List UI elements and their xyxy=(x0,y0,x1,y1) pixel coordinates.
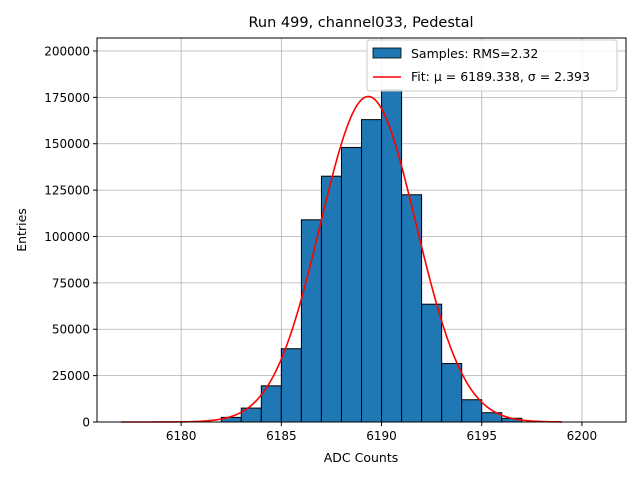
x-tick-label: 6190 xyxy=(366,429,397,443)
histogram-bar xyxy=(421,303,443,423)
y-axis-ticks: 0 25000 50000 75000 100000 125000 150000 175000… xyxy=(44,44,97,430)
plot-area: 6180 6185 6190 6195 6200 0 25000 50000 75000 100… xyxy=(44,37,627,443)
histogram-bar xyxy=(320,175,342,423)
y-tick-label: 75000 xyxy=(52,276,90,290)
histogram-bar xyxy=(361,119,383,423)
x-axis-label: ADC Counts xyxy=(324,450,399,465)
histogram-bar xyxy=(461,399,483,423)
x-tick-label: 6195 xyxy=(466,429,497,443)
y-tick-label: 150000 xyxy=(44,137,90,151)
histogram-bar xyxy=(381,89,403,423)
legend-histogram-swatch xyxy=(372,47,402,59)
chart-title: Run 499, channel033, Pedestal xyxy=(248,15,473,31)
histogram-bar xyxy=(340,146,363,423)
histogram-bar xyxy=(300,219,322,423)
legend-fit-label: Fit: μ = 6189.338, σ = 2.393 xyxy=(411,69,590,84)
axes-frame xyxy=(96,37,627,423)
x-tick-label: 6200 xyxy=(567,429,598,443)
y-tick-label: 0 xyxy=(82,416,90,430)
y-axis-label: Entries xyxy=(14,208,29,252)
histogram-bar xyxy=(401,194,423,423)
y-tick-label: 50000 xyxy=(52,323,90,337)
histogram-bars xyxy=(220,89,523,423)
histogram-bar xyxy=(280,348,302,423)
legend-histogram-label: Samples: RMS=2.32 xyxy=(411,46,538,61)
y-tick-label: 25000 xyxy=(52,369,90,383)
y-tick-label: 175000 xyxy=(44,91,90,105)
x-tick-label: 6180 xyxy=(166,429,197,443)
x-axis-ticks: 6180 6185 6190 6195 6200 xyxy=(166,422,597,443)
histogram-bar xyxy=(441,363,463,423)
y-tick-label: 100000 xyxy=(44,230,90,244)
x-tick-label: 6185 xyxy=(266,429,297,443)
y-tick-label: 200000 xyxy=(44,44,90,58)
y-tick-label: 125000 xyxy=(44,184,90,198)
legend: Samples: RMS=2.32 Fit: μ = 6189.338, σ =… xyxy=(366,39,618,92)
legend-box xyxy=(366,39,618,92)
